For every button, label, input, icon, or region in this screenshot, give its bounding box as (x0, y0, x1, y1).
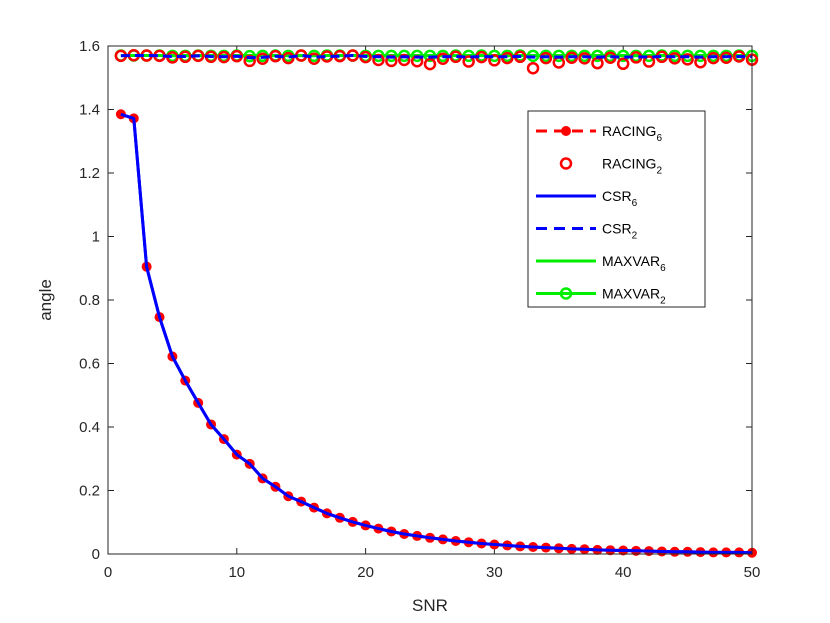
data-point (115, 109, 126, 120)
data-point (256, 52, 269, 65)
tick-labels: 0 10 20 30 40 50 0 0.2 0.4 0.6 0.8 1 1.2 1.4 1.6 (79, 38, 760, 581)
legend-label-subscript: 2 (660, 296, 666, 307)
x-tick-label: 50 (744, 564, 761, 581)
data-point (488, 54, 501, 67)
series-layer (114, 48, 759, 558)
x-tick-label: 30 (486, 564, 503, 581)
data-point (462, 55, 475, 68)
legend-label-subscript: 2 (656, 166, 662, 177)
legend-label: MAXVAR6 (602, 253, 666, 274)
legend-box (527, 110, 706, 308)
legend-label-subscript: 6 (632, 198, 638, 209)
y-tick-label: 1.2 (79, 165, 100, 182)
legend-item: RACING6 (536, 123, 662, 144)
legend-label-subscript: 6 (656, 133, 662, 144)
legend-item: MAXVAR6 (536, 253, 666, 274)
x-tick-label: 20 (357, 564, 374, 581)
plot-frame (107, 45, 753, 555)
data-point (526, 61, 540, 75)
x-axis-label: SNR (412, 596, 448, 615)
data-point (616, 57, 630, 71)
legend-label: RACING2 (602, 156, 662, 177)
legend-label: MAXVAR2 (602, 286, 666, 307)
legend-marker (559, 157, 573, 170)
x-tick-label: 0 (104, 564, 112, 581)
y-tick-label: 0.4 (79, 419, 100, 436)
data-point (372, 53, 385, 67)
data-point (307, 52, 321, 65)
legend-label-name: CSR (602, 188, 632, 204)
legend-marker (561, 126, 571, 136)
data-point (423, 57, 437, 71)
legend-label-name: RACING (602, 123, 656, 139)
x-tick-label: 10 (228, 564, 245, 581)
y-axis-label: angle (36, 279, 55, 321)
y-tick-label: 0.2 (79, 483, 100, 500)
legend-label-name: MAXVAR (602, 253, 660, 269)
data-point (385, 49, 398, 63)
legend-item: RACING2 (559, 156, 662, 177)
series-line-csr-6-overlay (120, 112, 753, 555)
legend-label-name: CSR (602, 221, 632, 237)
legend-item: CSR6 (536, 188, 638, 209)
y-tick-label: 0.8 (79, 292, 100, 309)
data-point (243, 54, 256, 68)
legend-label-name: RACING (602, 156, 656, 172)
data-point (642, 55, 656, 68)
y-tick-label: 1.6 (79, 38, 100, 55)
data-point (668, 52, 681, 65)
data-point (436, 52, 450, 65)
data-point (552, 49, 566, 63)
legend-label: CSR2 (602, 221, 638, 242)
legend-label-subscript: 2 (632, 231, 638, 242)
legend-label-name: MAXVAR (602, 286, 660, 302)
legend-label: RACING6 (602, 123, 662, 144)
data-point (397, 53, 411, 67)
legend-label-subscript: 6 (660, 263, 666, 274)
y-tick-label: 1.4 (79, 102, 100, 119)
y-tick-label: 1 (92, 229, 100, 246)
legend-label: CSR6 (602, 188, 638, 209)
legend-item: MAXVAR2 (536, 286, 666, 307)
series-line (120, 54, 753, 60)
legend-item: CSR2 (536, 221, 638, 242)
y-tick-label: 0 (92, 546, 100, 563)
legend-marker (559, 287, 573, 300)
series-csr-2 (120, 54, 753, 60)
x-tick-label: 40 (615, 564, 632, 581)
data-point (681, 53, 694, 66)
y-tick-label: 0.6 (79, 356, 100, 373)
